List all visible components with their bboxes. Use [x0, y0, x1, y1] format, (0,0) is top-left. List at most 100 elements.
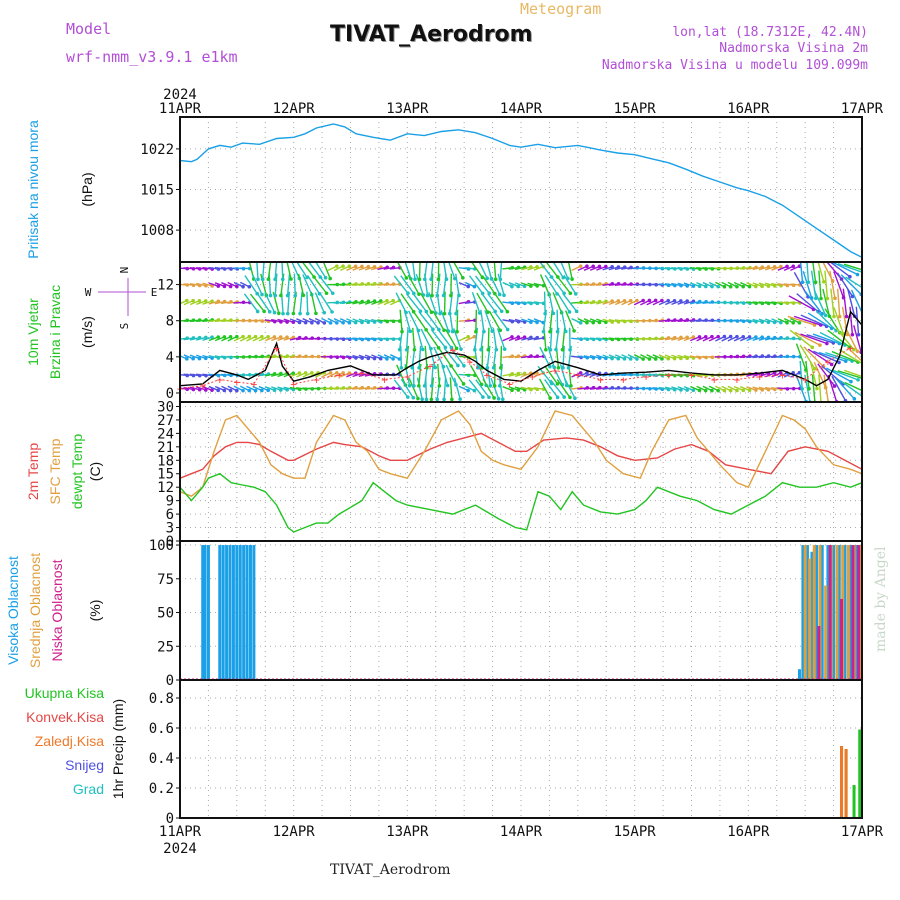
- precip-legend-entry: Zaledj.Kisa: [35, 733, 104, 749]
- series-bar: [808, 558, 812, 680]
- wind-arrow: [450, 365, 465, 385]
- wind-arrow-head: [766, 284, 771, 288]
- wind-arrow: [425, 329, 440, 349]
- wind-arrow-head: [728, 334, 733, 339]
- wind-arrow-head: [228, 284, 233, 289]
- gust-marker: +: [216, 373, 223, 386]
- wind-arrow: [557, 292, 571, 313]
- wind-arrow-head: [498, 384, 502, 388]
- wind-arrow-head: [832, 314, 836, 319]
- wind-arrow-head: [347, 320, 352, 325]
- wind-arrow-head: [442, 397, 446, 402]
- wind-arrow-head: [548, 364, 552, 369]
- wind-arrow: [846, 346, 862, 362]
- wind-arrow-head: [516, 284, 521, 289]
- wind-arrow: [831, 369, 859, 381]
- wind-arrow: [400, 293, 415, 313]
- wind-arrow: [443, 377, 447, 400]
- wind-arrow-head: [812, 366, 817, 371]
- wind-arrow-head: [597, 320, 602, 325]
- wind-arrow: [817, 262, 825, 282]
- series-bar: [797, 669, 801, 680]
- wind-arrow: [853, 325, 862, 353]
- wind-arrow: [404, 262, 412, 279]
- series-bar: [854, 545, 858, 680]
- wind-arrow-head: [628, 298, 633, 303]
- wind-arrow: [244, 275, 258, 295]
- wind-arrow-head: [241, 284, 245, 289]
- wind-arrow-head: [454, 311, 458, 316]
- wind-arrow-head: [819, 296, 823, 301]
- wind-arrow-head: [450, 397, 454, 402]
- wind-arrow: [494, 293, 508, 313]
- wind-arrow-head: [462, 363, 466, 368]
- wind-arrow-head: [810, 345, 815, 350]
- wind-arrow: [488, 310, 501, 331]
- wind-arrow-head: [485, 310, 490, 315]
- wind-arrow: [805, 360, 810, 389]
- wind-arrow: [469, 365, 483, 385]
- wind-arrow-head: [425, 293, 430, 298]
- wind-arrow: [405, 327, 409, 350]
- wind-arrow-head: [766, 320, 771, 325]
- station-elevation: Nadmorska Visina 2m: [719, 41, 868, 56]
- wind-arrow: [264, 292, 276, 313]
- y-tick-label-temperature: 0: [166, 534, 174, 550]
- x-tick-label-bottom: 17APR: [841, 824, 884, 840]
- y-tick-label-temperature: 15: [157, 467, 174, 483]
- wind-arrow: [544, 379, 559, 398]
- wind-arrow-head: [400, 329, 404, 334]
- wind-arrow: [813, 361, 827, 388]
- wind-arrow-head: [273, 277, 277, 282]
- wind-arrow: [393, 275, 409, 294]
- y-axis-label-temperature: dewpt Temp: [69, 434, 85, 509]
- wind-arrow: [842, 288, 848, 317]
- wind-arrow: [432, 310, 445, 331]
- wind-arrow-head: [691, 284, 696, 288]
- wind-arrow: [468, 379, 484, 398]
- wind-arrow: [297, 273, 305, 296]
- wind-arrow-head: [445, 383, 450, 388]
- wind-arrow: [829, 270, 836, 299]
- series-bar: [238, 545, 242, 680]
- wind-arrow: [416, 377, 423, 400]
- wind-arrow-head: [760, 335, 764, 339]
- wind-arrow: [437, 329, 452, 349]
- wind-arrow: [800, 333, 828, 345]
- series-bar: [228, 545, 232, 680]
- wind-arrow: [314, 292, 325, 314]
- wind-arrow: [468, 275, 484, 294]
- wind-arrow: [256, 293, 271, 313]
- wind-arrow: [833, 307, 845, 335]
- wind-arrow-head: [863, 377, 867, 381]
- wind-arrow-head: [485, 276, 489, 281]
- wind-arrow-head: [297, 371, 302, 375]
- wind-arrow-head: [353, 320, 358, 325]
- wind-arrow: [412, 311, 427, 331]
- wind-arrow-head: [556, 365, 561, 370]
- wind-arrow: [322, 262, 331, 279]
- wind-arrow-head: [641, 357, 645, 361]
- wind-arrow: [251, 274, 263, 295]
- wind-arrow-head: [280, 277, 285, 282]
- wind-arrow-head: [491, 365, 496, 370]
- series-bar: [820, 545, 824, 680]
- wind-arrow-head: [555, 382, 560, 386]
- wind-arrow-head: [843, 359, 848, 363]
- wind-arrow-head: [430, 293, 434, 298]
- wind-arrow-head: [291, 320, 296, 325]
- wind-arrow-head: [404, 347, 409, 352]
- wind-arrow: [844, 325, 859, 352]
- wind-arrow-head: [772, 320, 777, 325]
- wind-arrow-head: [262, 309, 266, 314]
- y-tick-label-pressure: 1022: [140, 142, 174, 158]
- wind-arrow-head: [868, 393, 872, 397]
- series-bar: [810, 551, 814, 680]
- wind-arrow: [428, 292, 437, 314]
- wind-arrow: [481, 275, 496, 295]
- wind-arrow-head: [335, 370, 339, 375]
- wind-arrow-head: [529, 284, 533, 288]
- series-bar: [840, 599, 844, 680]
- wind-arrow: [274, 262, 278, 280]
- wind-arrow: [563, 274, 577, 295]
